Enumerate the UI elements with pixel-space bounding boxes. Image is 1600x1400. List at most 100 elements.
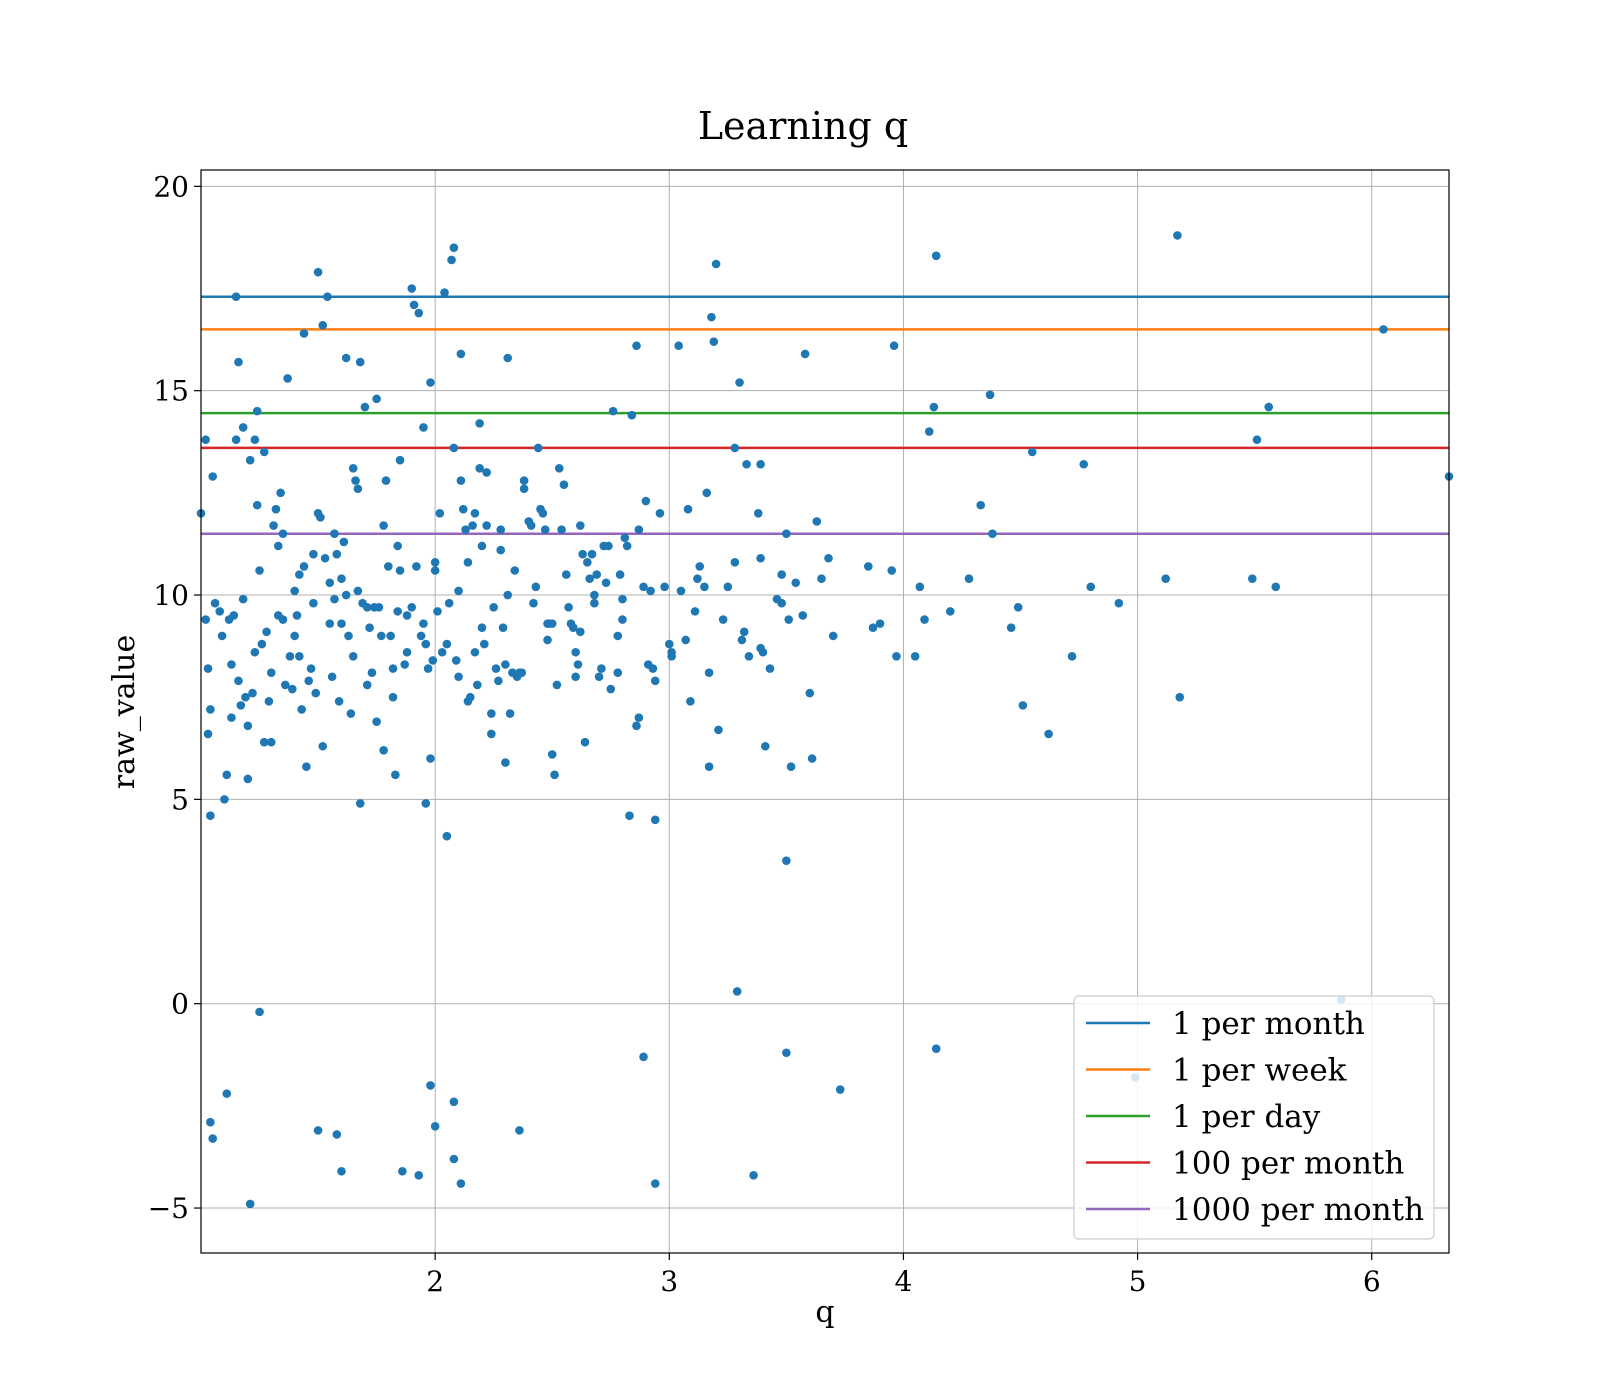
data-point: [1271, 582, 1281, 592]
data-point: [388, 664, 398, 673]
data-point: [341, 353, 351, 363]
data-point: [634, 525, 644, 534]
data-point: [976, 500, 986, 510]
data-point: [1161, 574, 1170, 583]
data-point: [690, 607, 700, 616]
data-point: [592, 570, 602, 579]
data-point: [634, 713, 644, 722]
data-point: [379, 746, 388, 755]
data-point: [250, 435, 260, 445]
data-point: [234, 676, 243, 686]
data-point: [309, 598, 318, 608]
data-point: [372, 717, 381, 727]
data-point: [257, 639, 267, 649]
data-point: [355, 357, 365, 367]
data-point: [245, 455, 255, 465]
data-point: [835, 1085, 845, 1094]
data-point: [395, 455, 405, 465]
data-point: [487, 709, 496, 718]
data-point: [590, 590, 599, 600]
data-point: [573, 660, 583, 669]
data-point: [433, 607, 442, 616]
data-point: [325, 619, 335, 628]
data-point: [824, 553, 833, 563]
data-point: [798, 611, 808, 620]
y-axis-label: raw_value: [107, 635, 142, 789]
data-point: [559, 480, 569, 489]
data-point: [412, 562, 421, 571]
reference-lines: [201, 295, 1449, 535]
data-point: [393, 541, 402, 551]
data-point: [414, 1171, 424, 1180]
data-point: [454, 672, 463, 682]
data-point: [597, 664, 606, 673]
data-point: [1013, 602, 1023, 612]
data-point: [543, 635, 552, 645]
data-point: [362, 680, 372, 690]
data-point: [800, 349, 810, 359]
data-point: [1086, 582, 1096, 592]
data-point: [758, 647, 768, 657]
data-point: [805, 688, 815, 698]
data-point: [245, 1199, 255, 1209]
data-point: [376, 631, 386, 641]
data-point: [924, 427, 934, 436]
data-point: [491, 664, 501, 673]
data-point: [215, 607, 225, 616]
data-point: [203, 729, 213, 739]
data-points: [196, 231, 1454, 1209]
data-point: [231, 435, 241, 445]
data-point: [650, 815, 660, 825]
x-axis-ticks: 2 3 4 5 6: [426, 1253, 1381, 1298]
data-point: [231, 292, 241, 301]
data-point: [1248, 574, 1257, 583]
x-tick-label: 4: [895, 1265, 913, 1298]
data-point: [348, 464, 358, 473]
data-point: [470, 508, 480, 518]
data-point: [704, 668, 714, 677]
data-point: [409, 300, 419, 310]
y-tick-label: 0: [171, 988, 189, 1021]
data-point: [295, 652, 304, 661]
data-point: [243, 774, 253, 784]
data-point: [674, 341, 683, 351]
data-point: [782, 856, 791, 865]
data-point: [1173, 231, 1182, 240]
data-point: [615, 570, 625, 579]
data-point: [1379, 325, 1388, 334]
data-point: [496, 525, 506, 534]
data-point: [648, 664, 658, 673]
data-point: [330, 594, 339, 604]
data-point: [337, 1166, 346, 1176]
data-point: [276, 488, 285, 498]
data-point: [931, 251, 941, 261]
data-point: [732, 987, 742, 996]
data-point: [243, 721, 253, 731]
data-point: [384, 562, 393, 571]
data-point: [323, 292, 332, 301]
data-point: [475, 419, 484, 428]
data-point: [676, 586, 686, 596]
data-point: [208, 1134, 218, 1143]
data-point: [454, 586, 463, 596]
data-point: [330, 529, 339, 539]
data-point: [451, 656, 461, 665]
data-point: [709, 337, 719, 346]
data-point: [341, 590, 351, 600]
y-tick-label: 20: [153, 170, 189, 203]
data-point: [557, 525, 566, 534]
data-point: [501, 758, 510, 767]
data-point: [620, 533, 630, 543]
data-point: [374, 602, 384, 612]
data-point: [660, 582, 669, 592]
data-point: [255, 566, 264, 575]
data-point: [465, 692, 475, 702]
data-point: [627, 410, 637, 420]
data-point: [496, 545, 506, 555]
data-point: [929, 402, 939, 412]
data-point: [503, 353, 513, 363]
data-point: [571, 672, 580, 682]
data-point: [442, 639, 452, 649]
data-point: [756, 459, 765, 469]
data-point: [791, 578, 801, 588]
